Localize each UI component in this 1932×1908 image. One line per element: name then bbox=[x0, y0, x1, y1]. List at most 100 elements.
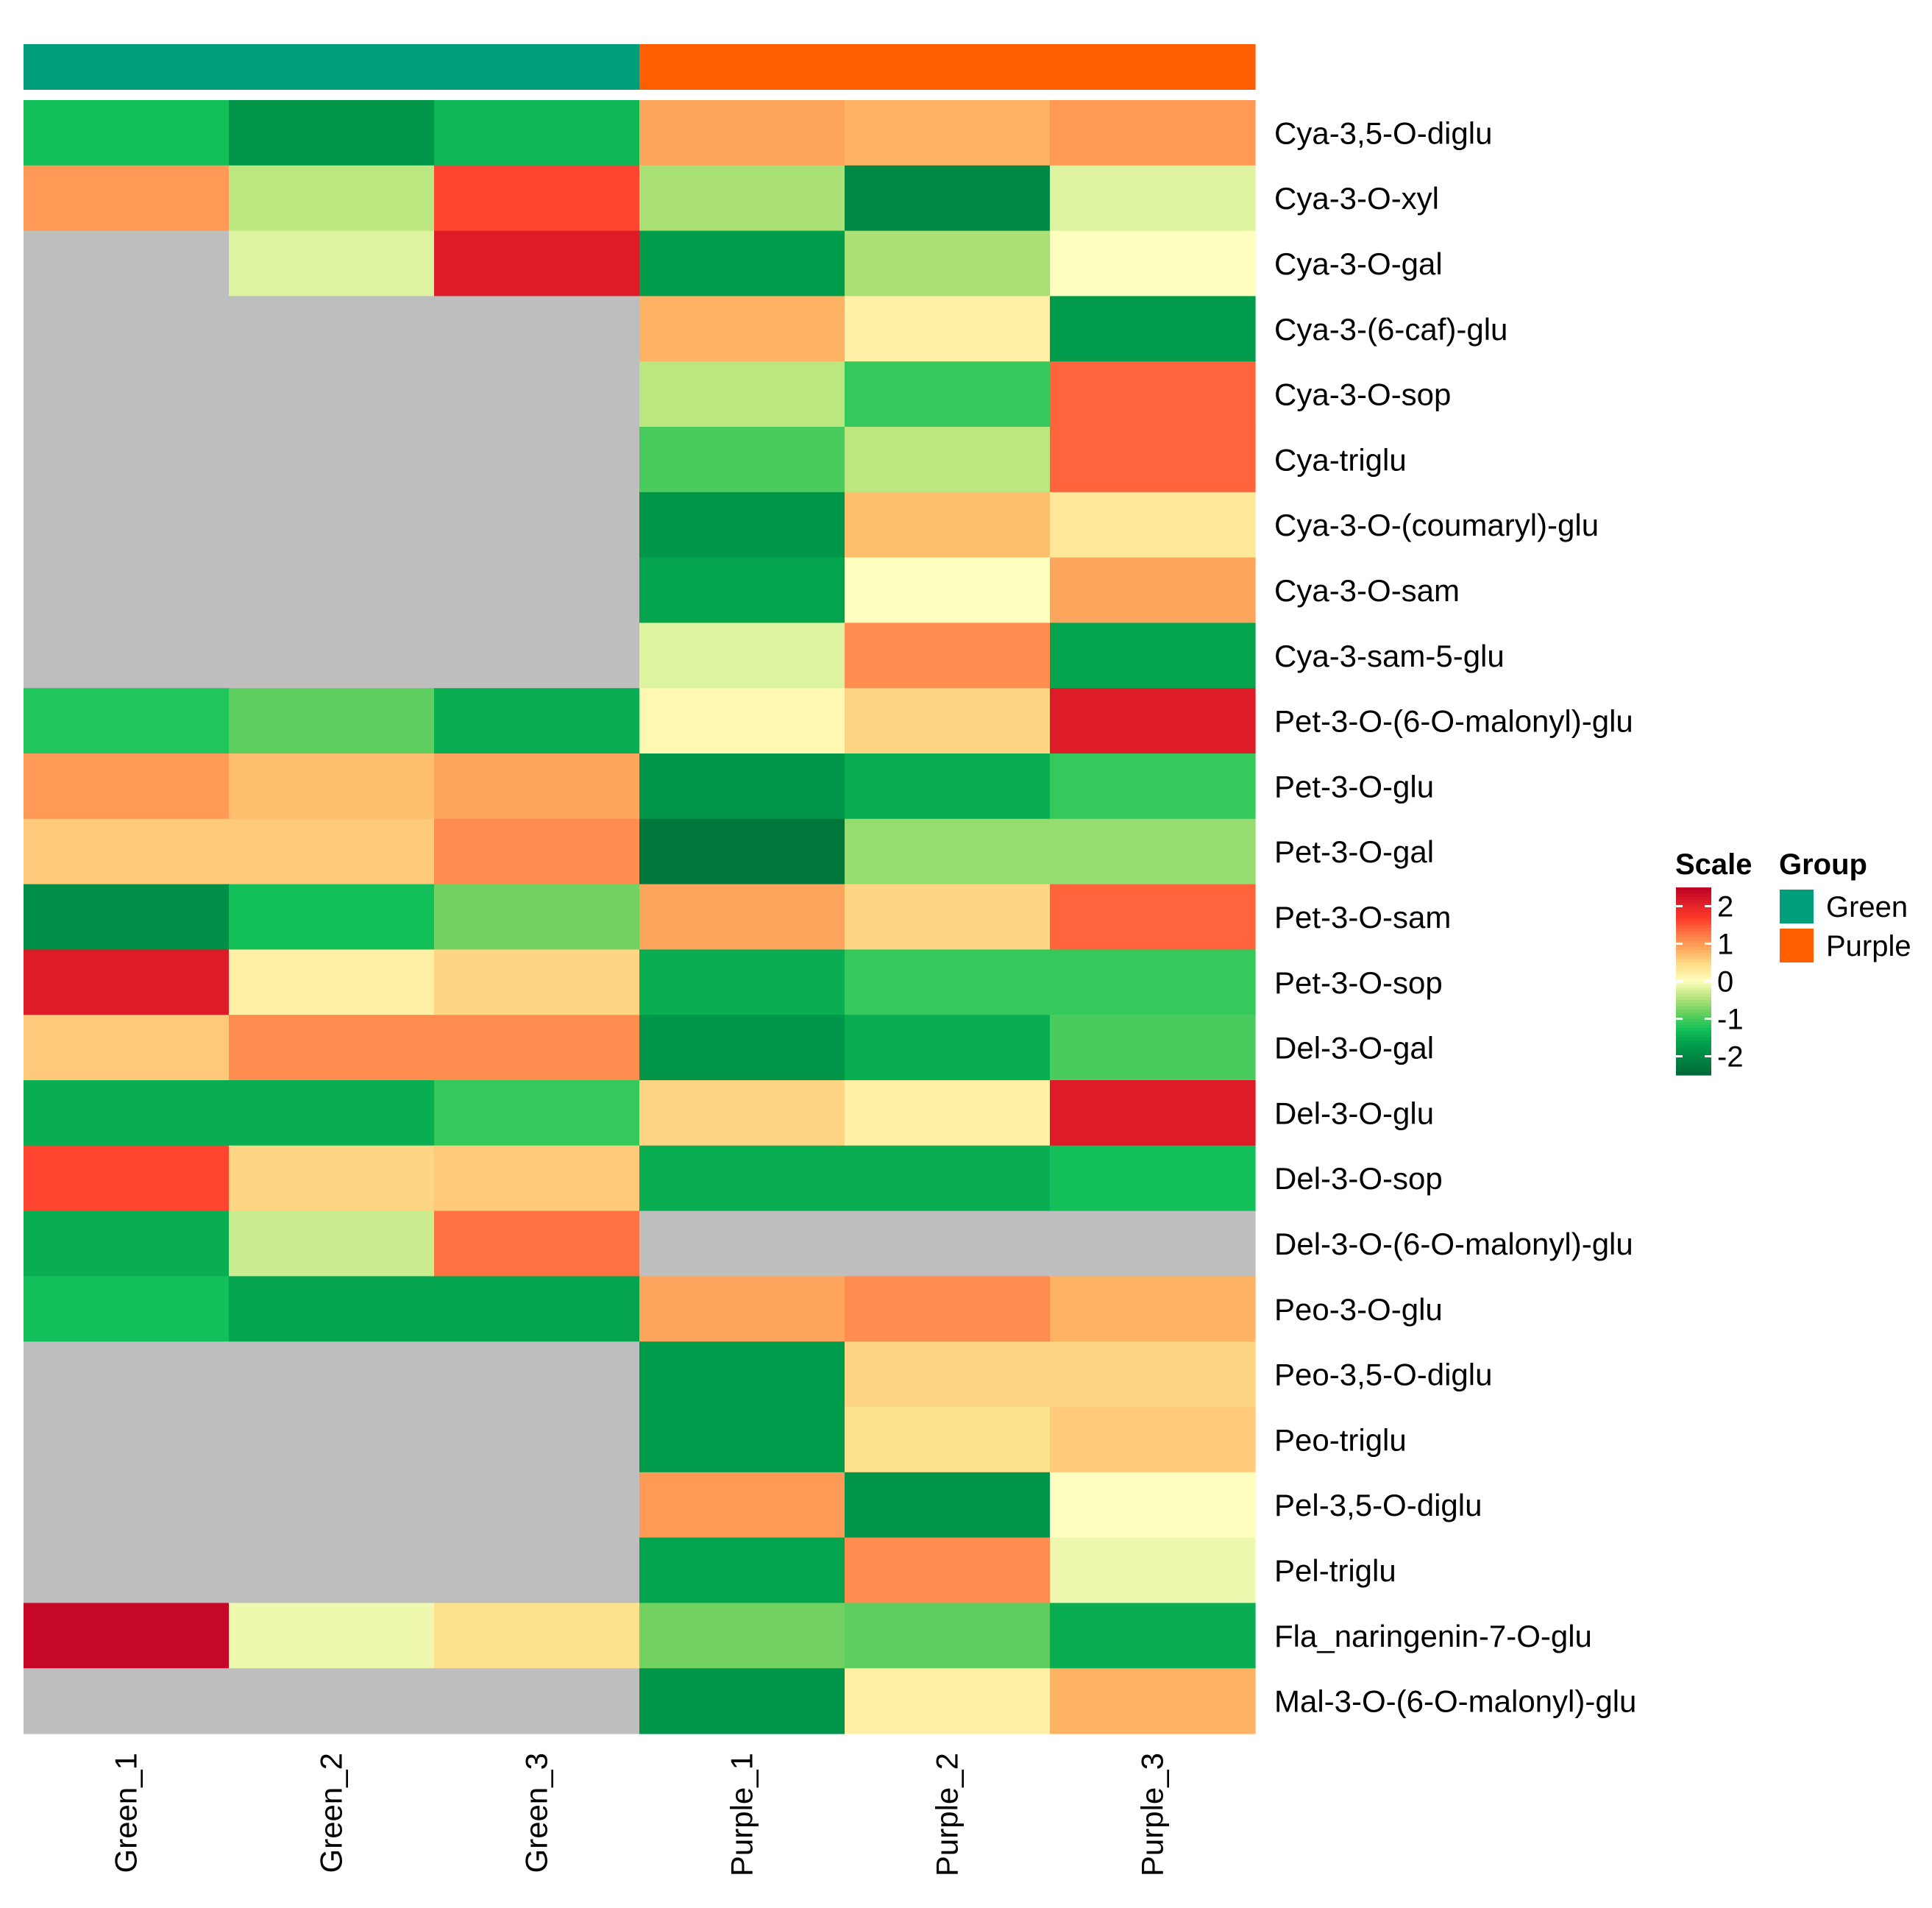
heatmap-cell bbox=[1050, 1276, 1256, 1342]
colorbar-segment bbox=[1676, 1025, 1711, 1029]
colorbar-segment bbox=[1676, 968, 1711, 973]
heatmap-cell bbox=[1050, 1015, 1256, 1081]
colorbar-segment bbox=[1676, 1034, 1711, 1038]
heatmap-cell bbox=[434, 623, 640, 689]
colorbar-segment bbox=[1676, 990, 1711, 995]
heatmap-cell bbox=[845, 361, 1051, 428]
heatmap-cell bbox=[845, 1015, 1051, 1081]
scale-colorbar bbox=[1676, 887, 1711, 1076]
heatmap-cell bbox=[229, 492, 435, 558]
heatmap-cell bbox=[24, 623, 230, 689]
row-label: Pet-3-O-(6-O-malonyl)-glu bbox=[1274, 704, 1633, 739]
group-legend-label: Green bbox=[1826, 891, 1908, 923]
heatmap-cell bbox=[24, 1407, 230, 1473]
colorbar-segment bbox=[1676, 887, 1711, 891]
heatmap-cell bbox=[434, 557, 640, 623]
heatmap-cell bbox=[434, 165, 640, 232]
heatmap-cell bbox=[845, 296, 1051, 362]
heatmap-cell bbox=[24, 230, 230, 297]
row-label: Fla_naringenin-7-O-glu bbox=[1274, 1619, 1592, 1653]
heatmap-cell bbox=[1050, 1407, 1256, 1473]
heatmap-cell bbox=[1050, 557, 1256, 623]
heatmap-cell bbox=[229, 296, 435, 362]
heatmap-cell bbox=[1050, 753, 1256, 820]
colorbar-segment bbox=[1676, 1009, 1711, 1013]
colorbar-segment bbox=[1676, 1003, 1711, 1007]
colorbar-segment bbox=[1676, 937, 1711, 941]
heatmap-cell bbox=[229, 1080, 435, 1146]
heatmap-cell bbox=[434, 1015, 640, 1081]
annotation-cell-Purple_3 bbox=[1050, 44, 1256, 90]
heatmap-cell bbox=[24, 688, 230, 754]
colorbar-segment bbox=[1676, 1053, 1711, 1057]
heatmap-cell bbox=[24, 100, 230, 166]
colorbar-segment bbox=[1676, 1043, 1711, 1048]
heatmap-cell bbox=[1050, 884, 1256, 950]
heatmap-cell bbox=[434, 688, 640, 754]
group-legend-swatch bbox=[1780, 929, 1814, 962]
heatmap-cell bbox=[639, 1145, 845, 1212]
colorbar-tick-label: 0 bbox=[1717, 966, 1733, 999]
heatmap-cell bbox=[24, 753, 230, 820]
colorbar-segment bbox=[1676, 953, 1711, 957]
annotation-cell-Green_2 bbox=[229, 44, 435, 90]
row-label: Cya-3-O-sam bbox=[1274, 573, 1460, 608]
group-annotation-bar bbox=[24, 44, 1256, 90]
heatmap-cell bbox=[845, 688, 1051, 754]
heatmap-cell bbox=[845, 100, 1051, 166]
scale-ticks: 2 1 0 -1 -2 bbox=[1676, 891, 1744, 1074]
heatmap-cell bbox=[229, 165, 435, 232]
heatmap-cell bbox=[845, 230, 1051, 297]
heatmap-cell bbox=[229, 1276, 435, 1342]
colorbar-segment bbox=[1676, 993, 1711, 998]
heatmap-cell bbox=[24, 1080, 230, 1146]
heatmap-cell bbox=[639, 623, 845, 689]
heatmap-cell bbox=[1050, 1472, 1256, 1539]
colorbar-segment bbox=[1676, 1065, 1711, 1070]
heatmap-cell bbox=[1050, 1341, 1256, 1408]
heatmap-cell bbox=[845, 884, 1051, 950]
heatmap-cell bbox=[1050, 165, 1256, 232]
row-label: Cya-3-sam-5-glu bbox=[1274, 639, 1505, 673]
heatmap-cell bbox=[229, 753, 435, 820]
row-label: Peo-3-O-glu bbox=[1274, 1292, 1443, 1327]
heatmap-cell bbox=[229, 230, 435, 297]
colorbar-segment bbox=[1676, 975, 1711, 979]
heatmap-cell bbox=[639, 1603, 845, 1669]
heatmap-cell bbox=[1050, 1145, 1256, 1212]
row-label: Del-3-O-sop bbox=[1274, 1161, 1443, 1196]
heatmap-cell bbox=[639, 1341, 845, 1408]
colorbar-segment bbox=[1676, 950, 1711, 954]
heatmap-cell bbox=[639, 427, 845, 493]
column-label: Purple_1 bbox=[725, 1753, 759, 1876]
colorbar-tick-label: 2 bbox=[1717, 891, 1733, 923]
colorbar-segment bbox=[1676, 925, 1711, 929]
colorbar-segment bbox=[1676, 1006, 1711, 1010]
colorbar-segment bbox=[1676, 1046, 1711, 1051]
colorbar-segment bbox=[1676, 943, 1711, 948]
heatmap-cell bbox=[639, 1537, 845, 1603]
heatmap-cell bbox=[434, 1341, 640, 1408]
heatmap-cell bbox=[845, 1210, 1051, 1277]
heatmap-cell bbox=[24, 296, 230, 362]
group-legend-title: Group bbox=[1779, 848, 1867, 881]
group-legend-swatch bbox=[1780, 890, 1814, 923]
heatmap-cell bbox=[24, 818, 230, 885]
heatmap-cell bbox=[229, 1210, 435, 1277]
colorbar-segment bbox=[1676, 931, 1711, 935]
colorbar-segment bbox=[1676, 1021, 1711, 1026]
column-label: Green_2 bbox=[314, 1753, 349, 1873]
heatmap-cell bbox=[639, 1668, 845, 1734]
heatmap-cell bbox=[24, 165, 230, 232]
colorbar-segment bbox=[1676, 890, 1711, 895]
heatmap-cell bbox=[845, 1080, 1051, 1146]
heatmap-cell bbox=[434, 1080, 640, 1146]
heatmap-cell bbox=[639, 1210, 845, 1277]
colorbar-segment bbox=[1676, 918, 1711, 923]
heatmap-cell bbox=[24, 557, 230, 623]
heatmap-cell bbox=[24, 1276, 230, 1342]
heatmap-cell bbox=[24, 427, 230, 493]
group-legend: Group Green Purple bbox=[1779, 848, 1911, 962]
heatmap-cell bbox=[434, 1210, 640, 1277]
